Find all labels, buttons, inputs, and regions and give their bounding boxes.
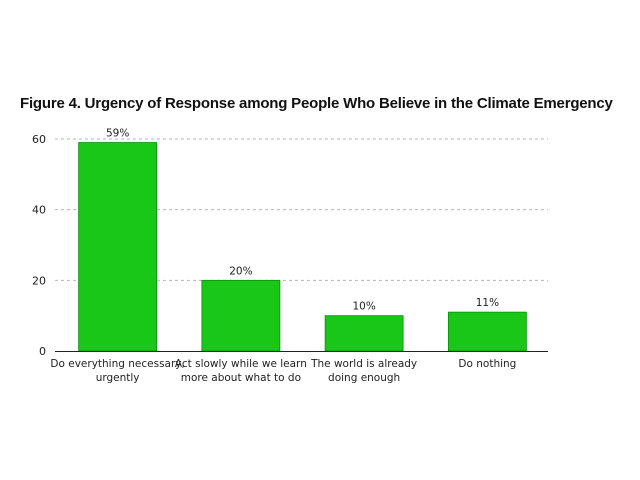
y-tick-label: 20 (32, 274, 46, 287)
data-labels: 59% 20% 10% 11% (106, 128, 499, 313)
bar (201, 279, 281, 352)
chart-title: Figure 4. Urgency of Response among Peop… (20, 95, 613, 112)
bar (447, 311, 527, 352)
x-tick-label: Do everything necessary, urgently (50, 358, 184, 384)
data-label: 59% (106, 128, 129, 140)
data-label: 11% (476, 297, 499, 309)
x-tick-label: Act slowly while we learn more about what… (175, 358, 307, 384)
y-axis-ticks: 0 20 40 60 (32, 133, 46, 358)
data-label: 20% (229, 265, 252, 277)
y-tick-label: 0 (39, 345, 46, 358)
bar (78, 142, 158, 352)
x-tick-label: The world is already doing enough (310, 358, 417, 384)
bars (78, 142, 527, 352)
y-tick-label: 40 (32, 204, 46, 217)
bar (324, 315, 404, 352)
data-label: 10% (352, 301, 375, 313)
x-tick-label: Do nothing (458, 358, 516, 370)
gridlines (55, 138, 548, 281)
y-tick-label: 60 (32, 133, 46, 146)
